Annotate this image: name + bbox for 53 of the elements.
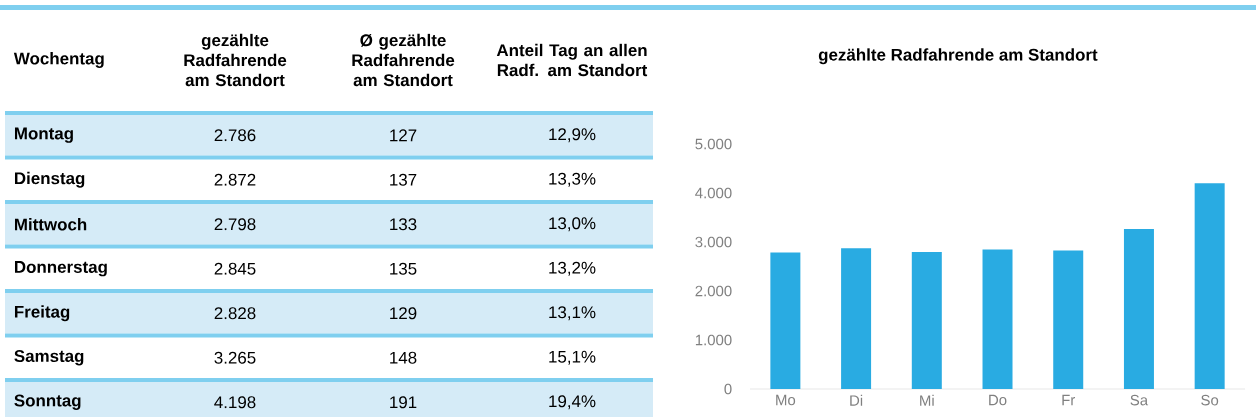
x-tick-label: Mi bbox=[920, 394, 934, 406]
bar bbox=[841, 248, 872, 389]
x-tick-label: Di bbox=[850, 394, 863, 406]
text: 2.786 bbox=[214, 129, 256, 142]
text: 148 bbox=[390, 351, 417, 364]
y-tick-label: 1.000 bbox=[695, 334, 732, 346]
x-tick-label: Fr bbox=[1062, 394, 1076, 406]
x-tick-label: Mo bbox=[776, 394, 796, 406]
bar bbox=[1194, 183, 1225, 389]
y-tick-label: 2.000 bbox=[695, 285, 732, 297]
text: 2.872 bbox=[214, 173, 256, 186]
bar bbox=[911, 251, 942, 389]
y-tick-label: 3.000 bbox=[695, 236, 732, 248]
text: 2.798 bbox=[214, 218, 256, 231]
text: 129 bbox=[390, 307, 417, 320]
category-label: Donnerstag bbox=[14, 261, 107, 277]
bar bbox=[1053, 250, 1084, 389]
y-tick-label: 0 bbox=[724, 383, 732, 395]
text: 137 bbox=[390, 173, 417, 186]
bar bbox=[1123, 229, 1154, 389]
category-label: Mittwoch bbox=[14, 218, 87, 231]
text: 4.198 bbox=[214, 396, 256, 409]
text: 2.828 bbox=[214, 307, 256, 320]
category-label: Samstag bbox=[14, 350, 84, 366]
bar bbox=[982, 249, 1013, 389]
text: 3.265 bbox=[214, 351, 256, 364]
text: 135 bbox=[390, 262, 417, 275]
chart-title: gezählte Radfahrende am Standort bbox=[818, 48, 1098, 65]
x-tick-label: Do bbox=[989, 394, 1007, 406]
bar bbox=[770, 252, 801, 389]
x-tick-label: Sa bbox=[1130, 394, 1149, 406]
y-tick-label: 4.000 bbox=[695, 187, 732, 199]
text: 127 bbox=[390, 129, 417, 142]
text: Anteil Tag an allen Radf. am Standort bbox=[496, 43, 648, 77]
text: Ø gezählte Radfahrende am Standort bbox=[352, 33, 455, 87]
category-label: Freitag bbox=[14, 305, 70, 322]
x-tick-label: So bbox=[1201, 394, 1219, 406]
category-label: Montag bbox=[14, 127, 73, 143]
category-label: Sonntag bbox=[14, 394, 81, 410]
text: 13,1% bbox=[549, 306, 596, 321]
text: 12,9% bbox=[549, 128, 596, 143]
text: 13,2% bbox=[549, 261, 596, 276]
text: 191 bbox=[390, 396, 417, 409]
text: 13,3% bbox=[549, 172, 596, 187]
text: Wochentag bbox=[13, 52, 104, 68]
text: 13,0% bbox=[549, 217, 596, 232]
y-tick-label: 5.000 bbox=[695, 138, 732, 150]
text: 133 bbox=[390, 218, 417, 231]
text: 19,4% bbox=[549, 395, 596, 410]
text: 15,1% bbox=[549, 350, 596, 365]
text: 2.845 bbox=[214, 262, 256, 275]
category-label: Dienstag bbox=[14, 171, 85, 188]
text: gezählte Radfahrende am Standort bbox=[184, 33, 287, 87]
